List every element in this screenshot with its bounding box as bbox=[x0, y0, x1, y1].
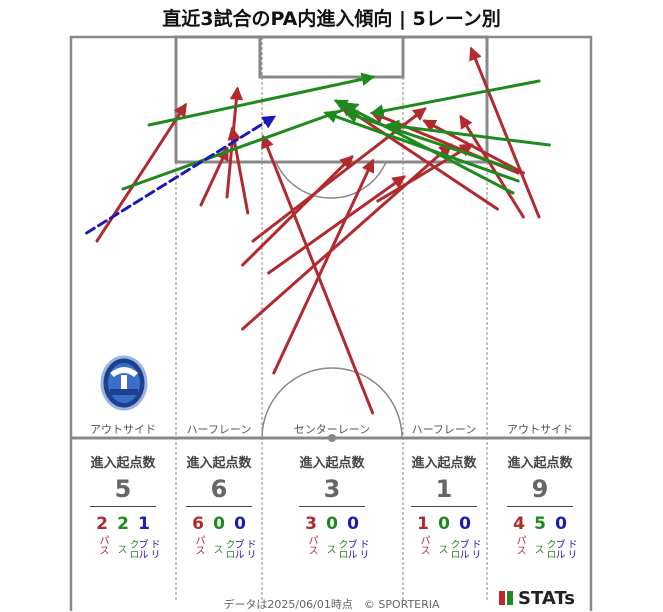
cross-label: クロス bbox=[115, 539, 138, 559]
chart-title: 直近3試合のPA内進入傾向 | 5レーン別 bbox=[162, 8, 501, 30]
dribble-label: ドリブル bbox=[232, 539, 255, 559]
lane-total: 1 bbox=[435, 475, 453, 503]
divider bbox=[186, 506, 252, 507]
pass-label: パス bbox=[97, 535, 108, 555]
club-crest-icon bbox=[100, 355, 148, 411]
lane-stats-2: 進入起点数 6 6 パス 0 クロス 0 ドリブル bbox=[174, 452, 264, 559]
pass-label: パス bbox=[193, 535, 204, 555]
dribble-label: ドリブル bbox=[553, 539, 576, 559]
lane-total: 5 bbox=[114, 475, 132, 503]
lane-header: 進入起点数 bbox=[507, 456, 573, 471]
center-circle bbox=[261, 367, 403, 439]
cross-count: 0 bbox=[326, 514, 338, 534]
dribble-count: 0 bbox=[459, 514, 471, 534]
dribble-label: ドリブル bbox=[136, 539, 159, 559]
pass-arrow-11 bbox=[376, 143, 474, 203]
cross-count: 5 bbox=[534, 514, 546, 534]
cross-arrow-21 bbox=[333, 99, 515, 195]
penalty-arc bbox=[275, 161, 387, 199]
pass-count: 2 bbox=[96, 514, 108, 534]
lane-header: 進入起点数 bbox=[186, 456, 252, 471]
pass-arrow-12 bbox=[339, 103, 499, 211]
pass-arrow-2 bbox=[199, 146, 229, 207]
cross-arrow-17 bbox=[121, 102, 360, 191]
lane-header: 進入起点数 bbox=[411, 456, 477, 471]
pass-count: 1 bbox=[417, 514, 429, 534]
pass-arrow-8 bbox=[241, 143, 453, 331]
pass-label: パス bbox=[306, 535, 317, 555]
pass-count: 3 bbox=[305, 514, 317, 534]
cross-count: 0 bbox=[438, 514, 450, 534]
pass-arrow-6 bbox=[267, 175, 407, 275]
pass-label: パス bbox=[418, 535, 429, 555]
lane-total: 9 bbox=[531, 475, 549, 503]
lane-total: 3 bbox=[323, 475, 341, 503]
pass-arrow-13 bbox=[469, 46, 541, 219]
cross-arrow-23 bbox=[344, 110, 515, 171]
cross-label: クロス bbox=[324, 539, 347, 559]
divider bbox=[507, 506, 573, 507]
lane-name-1: アウトサイド bbox=[90, 423, 156, 436]
pass-arrow-1 bbox=[95, 102, 187, 243]
pass-arrow-10 bbox=[261, 134, 375, 415]
cross-label: クロス bbox=[436, 539, 459, 559]
goal-area bbox=[258, 35, 405, 79]
cross-count: 2 bbox=[117, 514, 129, 534]
dribble-count: 0 bbox=[555, 514, 567, 534]
pass-label: パス bbox=[514, 535, 525, 555]
lane-stats-1: 進入起点数 5 2 パス 2 クロス 1 ドリブル bbox=[78, 452, 168, 559]
pass-count: 6 bbox=[192, 514, 204, 534]
divider bbox=[411, 506, 477, 507]
dribble-arrow-24 bbox=[85, 115, 277, 235]
pass-arrow-16 bbox=[422, 119, 525, 175]
lane-header: 進入起点数 bbox=[299, 456, 365, 471]
dribble-count: 1 bbox=[138, 514, 150, 534]
cross-label: クロス bbox=[211, 539, 234, 559]
dribble-count: 0 bbox=[347, 514, 359, 534]
dribble-label: ドリブル bbox=[457, 539, 480, 559]
cross-label: クロス bbox=[532, 539, 555, 559]
divider bbox=[299, 506, 365, 507]
pass-count: 4 bbox=[513, 514, 525, 534]
pass-arrow-5 bbox=[241, 155, 354, 267]
footer-note: データは2025/06/01時点 © SPORTERIA bbox=[223, 598, 440, 611]
cross-arrow-18 bbox=[147, 72, 376, 127]
dribble-label: ドリブル bbox=[345, 539, 368, 559]
lane-header: 進入起点数 bbox=[90, 456, 156, 471]
brand-logo: STATs bbox=[499, 588, 575, 609]
brand-text: STATs bbox=[518, 588, 575, 609]
cross-count: 0 bbox=[213, 514, 225, 534]
lane-name-2: ハーフレーン bbox=[186, 423, 252, 436]
entry-arrows bbox=[85, 46, 551, 415]
lane-stats-3: 進入起点数 3 3 パス 0 クロス 0 ドリブル bbox=[287, 452, 377, 559]
divider bbox=[90, 506, 156, 507]
lane-name-4: ハーフレーン bbox=[411, 423, 477, 436]
lane-stats-4: 進入起点数 1 1 パス 0 クロス 0 ドリブル bbox=[399, 452, 489, 559]
lane-name-5: アウトサイド bbox=[507, 423, 573, 436]
lane-name-3: センターレーン bbox=[293, 423, 371, 436]
cross-arrow-19 bbox=[385, 119, 551, 147]
pass-arrow-14 bbox=[459, 114, 525, 219]
lane-stats-5: 進入起点数 9 4 パス 5 クロス 0 ドリブル bbox=[495, 452, 585, 559]
dribble-count: 0 bbox=[234, 514, 246, 534]
pass-arrow-4 bbox=[227, 126, 250, 215]
pitch-lines bbox=[69, 35, 593, 611]
cross-arrow-22 bbox=[369, 79, 541, 118]
pass-arrow-9 bbox=[272, 158, 375, 375]
lane-total: 6 bbox=[210, 475, 228, 503]
